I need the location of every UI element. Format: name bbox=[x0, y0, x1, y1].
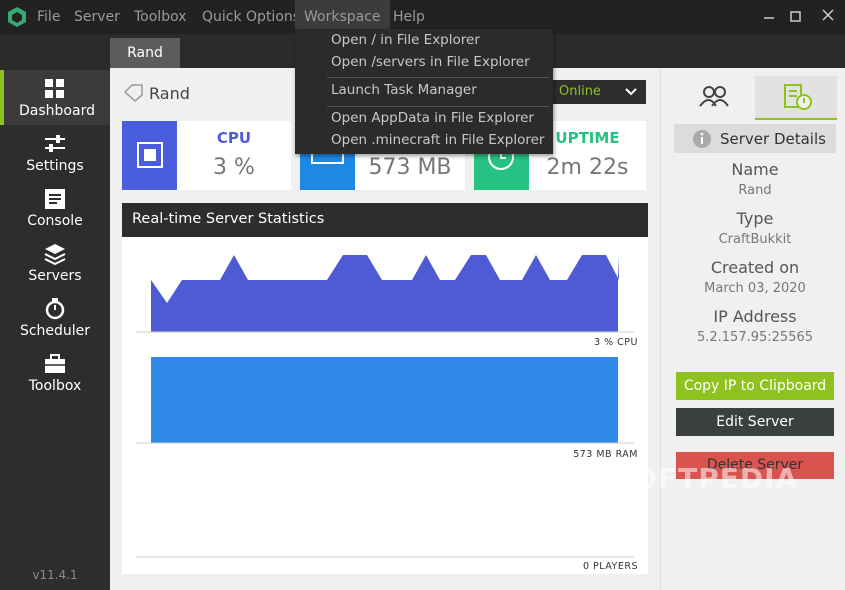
status: Online bbox=[559, 84, 601, 99]
field-value: Rand bbox=[738, 183, 772, 198]
menu-workspace[interactable]: Workspace bbox=[295, 0, 390, 34]
menu-option[interactable]: Open .minecraft in File Explorer bbox=[331, 132, 545, 148]
icon bbox=[45, 189, 65, 209]
details-panel bbox=[660, 68, 845, 590]
icon bbox=[45, 135, 65, 152]
menu-file[interactable]: File bbox=[37, 9, 61, 25]
separator bbox=[327, 77, 549, 78]
cpu-graph-label: 3 % CPU bbox=[594, 337, 638, 348]
window-controls[interactable] bbox=[755, 5, 845, 29]
delete-server-button[interactable]: Delete Server bbox=[676, 452, 834, 479]
label: Toolbox bbox=[28, 378, 82, 394]
version: v11.4.1 bbox=[32, 568, 78, 582]
cpu-icon bbox=[137, 142, 163, 168]
nav-settings[interactable]: Settings bbox=[0, 125, 110, 180]
details-icon bbox=[784, 84, 812, 110]
details-title: Server Details bbox=[720, 130, 826, 148]
value: 2m 22s bbox=[546, 155, 629, 180]
menu-bar: File Server Toolbox Quick Options Worksp… bbox=[0, 0, 845, 34]
menu-quick-options[interactable]: Quick Options bbox=[202, 9, 301, 25]
nav-dashboard[interactable]: Dashboard bbox=[0, 70, 110, 125]
separator bbox=[327, 106, 549, 107]
app-logo bbox=[8, 7, 26, 27]
menu-help[interactable]: Help bbox=[393, 9, 425, 25]
field-value: 5.2.157.95:25565 bbox=[696, 330, 814, 345]
server-tab[interactable]: Rand bbox=[110, 38, 180, 68]
graphs bbox=[136, 255, 634, 558]
value: 573 MB bbox=[368, 155, 452, 180]
field-label: Name bbox=[731, 160, 779, 179]
cpu-card: CPU 3 % bbox=[122, 121, 291, 190]
nav-console[interactable]: Console bbox=[0, 180, 110, 235]
field-label: IP Address bbox=[713, 307, 797, 326]
icon bbox=[44, 244, 66, 265]
nav-servers[interactable]: Servers bbox=[0, 235, 110, 290]
label: UPTIME bbox=[555, 129, 620, 147]
copy-ip-button[interactable]: Copy IP to Clipboard bbox=[676, 372, 834, 400]
icon bbox=[45, 298, 65, 320]
tag-icon bbox=[124, 84, 143, 102]
label: Settings bbox=[26, 158, 84, 174]
menu-option[interactable]: Launch Task Manager bbox=[331, 82, 477, 98]
label: Console bbox=[27, 213, 83, 229]
details-tab[interactable] bbox=[755, 76, 837, 120]
nav-toolbox[interactable]: Toolbox bbox=[0, 345, 110, 400]
menu-toolbox[interactable]: Toolbox bbox=[134, 9, 187, 25]
status-dropdown[interactable]: Online bbox=[548, 80, 646, 104]
label: Dashboard bbox=[19, 103, 95, 119]
players-tab[interactable] bbox=[698, 84, 730, 108]
ram-graph bbox=[151, 357, 618, 443]
field-value: March 03, 2020 bbox=[704, 281, 806, 296]
nav-scheduler[interactable]: Scheduler bbox=[0, 290, 110, 345]
menu-server[interactable]: Server bbox=[74, 9, 120, 25]
field-value: CraftBukkit bbox=[718, 232, 792, 247]
workspace-menu: Open / in File Explorer Open /servers in… bbox=[295, 29, 553, 154]
stats-title: Real-time Server Statistics bbox=[132, 211, 325, 227]
edit-server-button[interactable]: Edit Server bbox=[676, 408, 834, 436]
uptime-card: UPTIME 2m 22s bbox=[474, 121, 646, 190]
icon bbox=[45, 354, 65, 373]
menu-option[interactable]: Open AppData in File Explorer bbox=[331, 110, 534, 126]
info-icon bbox=[693, 130, 711, 148]
label: CPU bbox=[216, 129, 252, 147]
field-label: Created on bbox=[710, 258, 800, 277]
field-label: Type bbox=[736, 209, 774, 228]
sidebar bbox=[0, 70, 110, 590]
menu-option[interactable]: Open /servers in File Explorer bbox=[331, 54, 530, 70]
watermark: SOFTPEDIA bbox=[612, 462, 799, 495]
server-name: Rand bbox=[149, 84, 190, 103]
value: 3 % bbox=[213, 155, 255, 180]
label: Scheduler bbox=[19, 323, 91, 339]
menu-option[interactable]: Open / in File Explorer bbox=[331, 32, 480, 48]
ram-graph-label: 573 MB RAM bbox=[573, 449, 638, 460]
players-graph-label: 0 PLAYERS bbox=[582, 561, 638, 572]
chevron bbox=[625, 88, 637, 96]
details-header: Server Details bbox=[674, 124, 836, 153]
cpu-graph bbox=[151, 255, 619, 332]
icon bbox=[45, 79, 64, 98]
label: Servers bbox=[28, 268, 82, 284]
stats-header: Real-time Server Statistics bbox=[122, 203, 648, 237]
